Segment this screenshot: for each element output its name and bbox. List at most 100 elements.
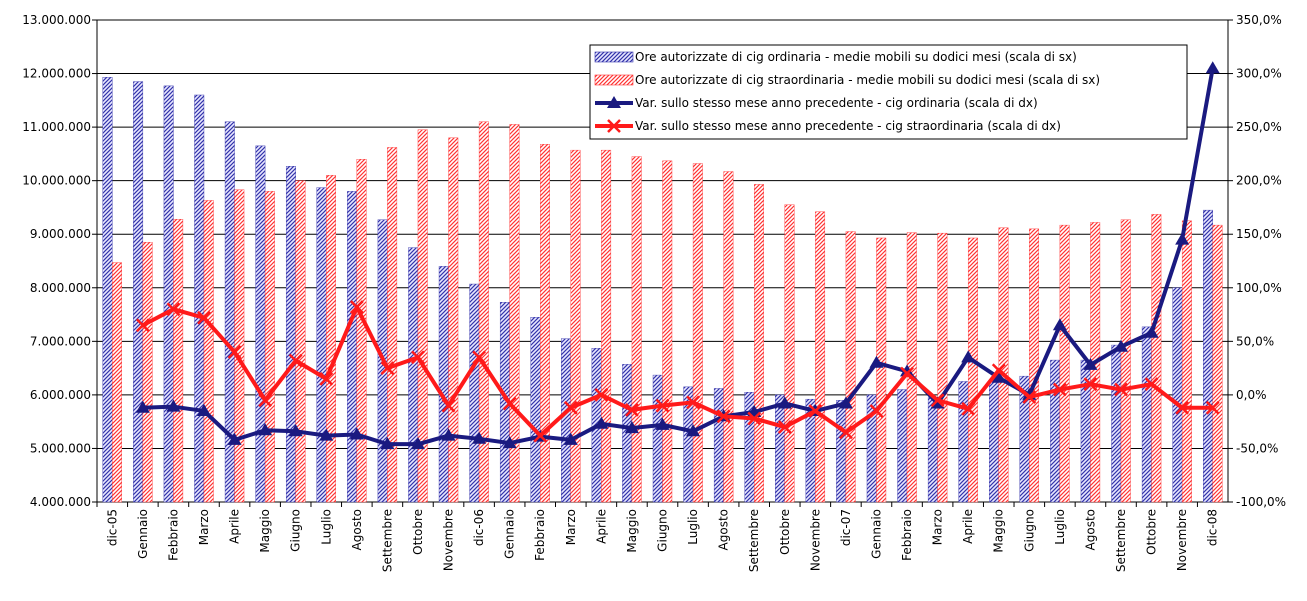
x-tick-label: Settembre [1114,509,1128,572]
bar [1181,220,1192,503]
point [227,432,242,445]
bar [448,137,459,503]
bar [133,81,144,503]
bar [540,144,550,503]
x-tick-label: Ottobre [778,509,792,555]
y-tick-label: 9.000.000 [30,227,91,241]
x-tick-label: Aprile [594,509,608,544]
bar [713,388,724,503]
y2-tick-label: 350,0% [1236,13,1282,27]
point [869,355,884,368]
x-tick-label: Marzo [931,509,945,545]
x-tick-label: Gennaio [503,509,517,559]
y-tick-label: 13.000.000 [22,13,91,27]
point [716,409,731,424]
bar [417,129,428,503]
bar [561,338,571,503]
bar [387,147,398,503]
point [472,431,487,444]
x-tick-label: Novembre [442,509,456,571]
bar [622,364,633,503]
y2-tick-label: -100,0% [1236,495,1286,509]
point [319,371,334,386]
bar [194,94,205,503]
point [166,302,181,317]
bar [255,145,266,503]
point [135,400,150,413]
y-tick-label: 8.000.000 [30,281,91,295]
point [900,366,914,381]
point [594,416,609,429]
bar [876,237,887,503]
point [502,396,517,411]
bar [530,317,541,503]
bar [937,232,948,503]
point [961,401,976,416]
bar [356,159,367,503]
bar [285,166,296,503]
bar [601,149,612,503]
point [1052,318,1067,331]
y2-tick-label: 100,0% [1236,281,1282,295]
line [142,67,1215,447]
point [624,421,639,434]
x-tick-label: Agosto [350,509,364,550]
bar [326,175,336,503]
x-tick-label: dic-08 [1206,509,1220,546]
point [838,396,853,409]
point [1022,390,1037,404]
point [349,300,364,314]
point [196,403,211,416]
legend-label: Var. sullo stesso mese anno precedente -… [635,119,1061,133]
point [349,427,364,440]
y-tick-label: 6.000.000 [30,388,91,402]
x-tick-label: Maggio [625,509,639,553]
bar [142,242,153,503]
bar [478,121,489,503]
point [900,364,915,377]
y-tick-label: 11.000.000 [22,120,91,134]
bar [1172,287,1183,503]
y-tick-label: 7.000.000 [30,334,91,348]
legend-marker [607,119,621,133]
x-tick-label: Gennaio [136,509,150,559]
point [166,399,181,412]
bar [1203,209,1213,503]
x-tick-label: Giugno [1022,509,1036,552]
point [441,428,456,441]
point [288,353,303,368]
point [258,393,273,408]
bar [754,184,764,503]
x-tick-label: Aprile [961,509,975,544]
x-tick-label: Luglio [1053,509,1067,545]
point [319,428,334,441]
y2-tick-label: 150,0% [1236,227,1282,241]
x-tick-label: Giugno [289,509,303,552]
legend-label: Ore autorizzate di cig ordinaria - medie… [635,50,1077,64]
point [380,361,395,375]
point [288,424,303,437]
bar [173,219,184,503]
point [380,437,395,450]
bar [1111,344,1122,503]
point [869,404,884,418]
bar [967,237,978,503]
bar [509,124,520,503]
x-tick-label: dic-07 [839,509,853,546]
legend-marker [607,96,621,108]
point [686,395,700,410]
bar [224,121,235,503]
y2-tick-label: -50,0% [1236,441,1278,455]
bar [1059,224,1070,503]
x-tick-label: Gennaio [869,509,883,559]
bar [264,191,275,503]
point [961,350,976,363]
point [227,345,242,359]
point [472,350,486,365]
point [1114,382,1128,397]
x-tick-label: Agosto [717,509,731,550]
y-tick-label: 12.000.000 [22,67,91,81]
bar [784,204,795,503]
bar [570,149,581,503]
